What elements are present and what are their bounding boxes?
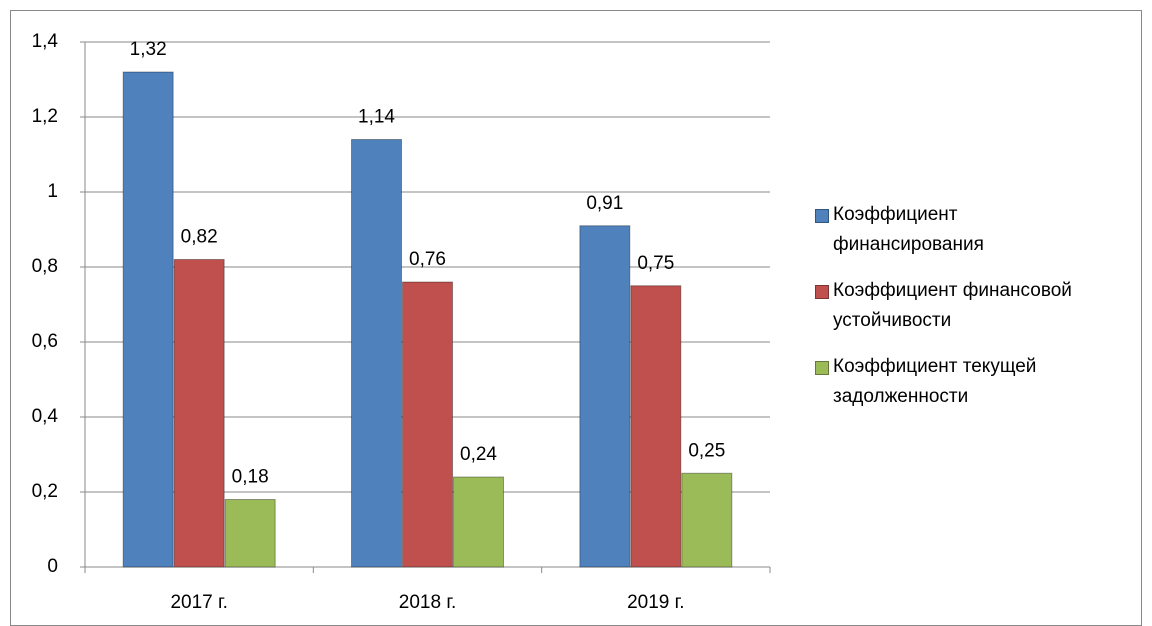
legend: Коэффициент финансирования Коэффициент фи… xyxy=(815,200,1115,428)
legend-label: Коэффициент финансирования xyxy=(833,204,984,255)
data-label: 0,76 xyxy=(409,249,446,270)
bar xyxy=(402,281,453,568)
bar xyxy=(453,476,504,568)
legend-item: Коэффициент финансирования xyxy=(815,200,1115,260)
y-tick-label: 0,8 xyxy=(32,256,58,277)
data-label: 0,82 xyxy=(181,227,218,248)
bar xyxy=(122,71,174,568)
data-label: 0,75 xyxy=(637,253,674,274)
legend-swatch xyxy=(815,361,829,375)
y-tick-label: 0,2 xyxy=(32,481,58,502)
y-tick-label: 1,2 xyxy=(32,106,58,127)
bar xyxy=(630,285,682,568)
y-tick-label: 0,6 xyxy=(32,331,58,352)
data-label: 1,32 xyxy=(130,39,167,60)
data-label: 0,25 xyxy=(688,440,725,461)
legend-item: Коэффициент текущей задолженности xyxy=(815,352,1115,412)
legend-swatch xyxy=(815,285,829,299)
data-label: 0,24 xyxy=(460,444,497,465)
y-tick-label: 1 xyxy=(47,181,58,202)
bar xyxy=(173,259,225,568)
bar xyxy=(351,139,402,568)
data-label: 0,18 xyxy=(232,467,269,488)
x-tick-label: 2019 г. xyxy=(627,592,684,613)
y-tick-label: 0,4 xyxy=(32,406,59,427)
x-tick-label: 2018 г. xyxy=(399,592,456,613)
x-tick-label: 2017 г. xyxy=(170,592,227,613)
data-label: 0,91 xyxy=(586,193,623,214)
y-tick-label: 0 xyxy=(47,556,58,577)
bar xyxy=(579,225,631,568)
legend-label: Коэффициент текущей задолженности xyxy=(833,356,1037,407)
bar xyxy=(681,472,733,568)
legend-item: Коэффициент финансовой устойчивости xyxy=(815,276,1115,336)
y-tick-label: 1,4 xyxy=(32,31,59,52)
legend-label: Коэффициент финансовой устойчивости xyxy=(833,280,1072,331)
legend-swatch xyxy=(815,209,829,223)
data-label: 1,14 xyxy=(358,107,395,128)
bar xyxy=(224,499,276,568)
